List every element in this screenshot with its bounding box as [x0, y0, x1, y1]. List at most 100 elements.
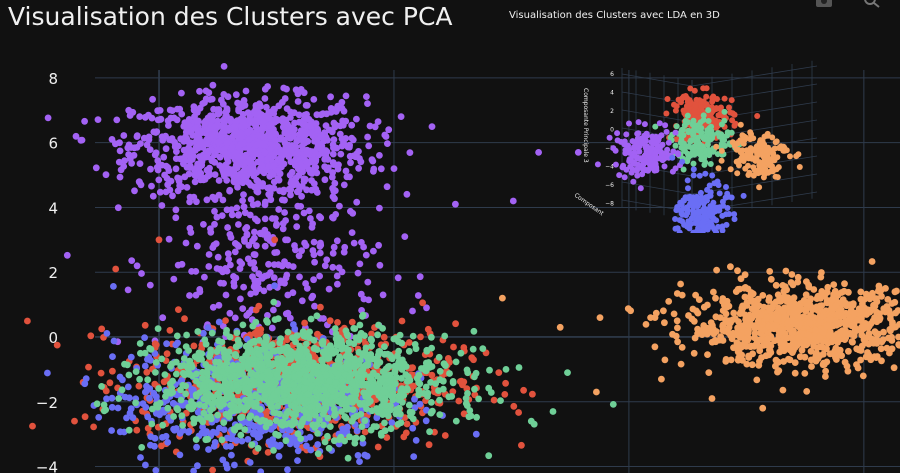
data-point — [828, 338, 836, 346]
data-point — [742, 343, 750, 350]
data-point — [324, 432, 331, 440]
data-point — [281, 367, 289, 375]
data-point — [181, 315, 188, 323]
data-point — [187, 405, 195, 413]
data-point — [785, 355, 792, 363]
data-point — [473, 413, 480, 421]
data-point — [728, 97, 735, 104]
data-point — [739, 305, 746, 312]
data-point — [361, 428, 369, 436]
data-point — [549, 408, 557, 415]
data-point — [502, 366, 510, 373]
data-point — [856, 306, 863, 314]
data-point — [329, 249, 337, 257]
data-point — [381, 396, 389, 403]
data-point — [153, 164, 161, 171]
data-point — [164, 404, 172, 412]
data-point — [310, 345, 318, 352]
data-point — [222, 291, 230, 299]
data-point — [828, 305, 836, 312]
data-point — [181, 157, 189, 165]
data-point — [244, 377, 251, 385]
data-point — [152, 359, 160, 366]
data-point — [231, 461, 238, 469]
data-point — [351, 439, 359, 447]
data-point — [258, 373, 266, 380]
data-point — [313, 312, 321, 320]
data-point — [329, 141, 337, 149]
data-point — [243, 343, 251, 350]
data-point — [133, 262, 141, 270]
data-point — [270, 306, 277, 314]
data-point — [822, 367, 829, 375]
data-point — [257, 167, 265, 175]
data-point — [303, 186, 310, 194]
data-point — [289, 289, 297, 297]
data-point — [888, 300, 896, 307]
data-point — [834, 334, 842, 341]
data-point — [222, 395, 230, 402]
data-point — [222, 265, 230, 272]
data-point — [781, 313, 789, 320]
data-point — [255, 285, 263, 292]
data-point — [140, 134, 148, 142]
data-point — [673, 317, 681, 325]
data-point — [320, 137, 328, 145]
data-point — [289, 410, 296, 417]
data-point — [196, 104, 204, 112]
data-point — [215, 318, 223, 326]
data-point — [734, 267, 741, 275]
data-point — [331, 325, 339, 332]
data-point — [250, 355, 258, 362]
data-point — [172, 165, 180, 173]
data-point — [274, 116, 281, 124]
data-point — [273, 220, 280, 228]
data-point — [207, 350, 214, 357]
data-point — [678, 344, 686, 351]
data-point — [692, 291, 699, 299]
data-point — [759, 404, 767, 412]
data-point — [349, 136, 357, 144]
data-point — [384, 140, 391, 148]
data-point — [125, 141, 133, 149]
data-point — [379, 325, 386, 332]
data-point — [424, 389, 432, 397]
data-point — [232, 91, 240, 99]
data-point — [325, 126, 333, 134]
data-point — [190, 342, 198, 350]
data-point — [848, 338, 856, 345]
data-point — [251, 338, 258, 346]
data-point — [215, 301, 223, 309]
data-point — [195, 349, 203, 357]
data-point — [320, 408, 328, 415]
data-point — [251, 234, 258, 242]
data-point — [350, 239, 358, 247]
data-point — [230, 177, 238, 185]
data-point — [457, 349, 465, 357]
data-point — [230, 282, 238, 290]
data-point — [347, 207, 354, 215]
data-point — [326, 377, 333, 385]
data-point — [441, 432, 449, 439]
data-point — [346, 143, 353, 151]
data-point — [291, 373, 299, 381]
data-point — [381, 427, 389, 435]
data-point — [403, 420, 411, 428]
data-point — [284, 236, 291, 244]
data-point — [186, 198, 194, 206]
data-point — [207, 228, 215, 236]
data-point — [436, 367, 444, 375]
data-point — [428, 333, 435, 341]
data-point — [190, 467, 197, 473]
data-point — [213, 213, 221, 221]
data-point — [439, 385, 447, 393]
data-point — [810, 314, 818, 322]
z-tick-label: 4 — [610, 90, 614, 97]
data-point — [162, 188, 170, 196]
data-point — [141, 334, 149, 341]
data-point — [338, 408, 345, 415]
data-point — [677, 360, 685, 368]
data-point — [220, 419, 228, 426]
data-point — [366, 375, 374, 383]
y-tick-label: 4 — [48, 199, 58, 217]
